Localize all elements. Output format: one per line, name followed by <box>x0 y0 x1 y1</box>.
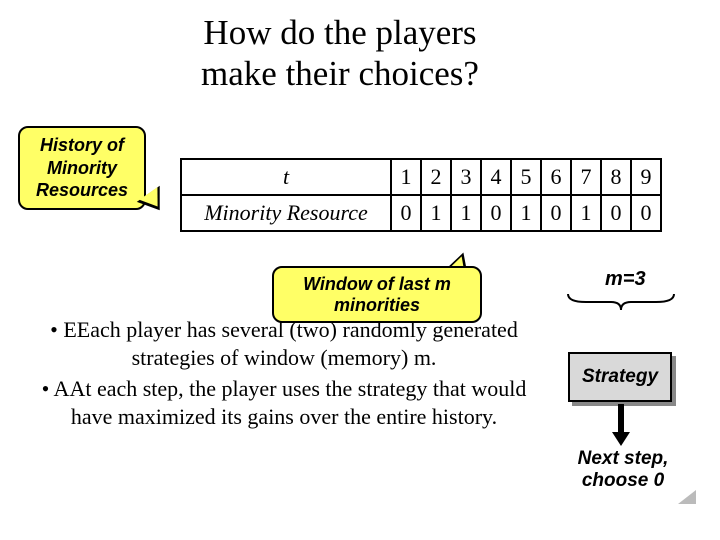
bullet-block: • EEach player has several (two) randoml… <box>34 316 534 434</box>
m-label: m=3 <box>605 268 646 291</box>
cell: 8 <box>601 159 631 195</box>
cell: 2 <box>421 159 451 195</box>
cell: 0 <box>541 195 571 231</box>
cell: 3 <box>451 159 481 195</box>
callout-history: History of Minority Resources <box>18 126 146 210</box>
cell: 1 <box>511 195 541 231</box>
strategy-box: Strategy <box>568 352 672 402</box>
row-label: t <box>181 159 391 195</box>
bullet-2: • AAt each step, the player uses the str… <box>34 375 534 430</box>
strategy-label: Strategy <box>582 366 658 388</box>
slide-title: How do the players make their choices? <box>195 12 485 95</box>
cell: 1 <box>391 159 421 195</box>
cell: 1 <box>451 195 481 231</box>
bullet-1: • EEach player has several (two) randoml… <box>34 316 534 371</box>
page-curl-icon <box>678 490 696 504</box>
row-label: Minority Resource <box>181 195 391 231</box>
cell: 1 <box>421 195 451 231</box>
cell: 6 <box>541 159 571 195</box>
cell: 0 <box>631 195 661 231</box>
cell: 7 <box>571 159 601 195</box>
cell: 1 <box>571 195 601 231</box>
callout-window: Window of last m minorities <box>272 266 482 323</box>
cell: 0 <box>601 195 631 231</box>
next-step-label: Next step, choose 0 <box>548 448 698 492</box>
cell: 4 <box>481 159 511 195</box>
table-row: Minority Resource011010100 <box>181 195 661 231</box>
cell: 0 <box>481 195 511 231</box>
table-row: t123456789 <box>181 159 661 195</box>
brace-m3 <box>566 292 676 312</box>
cell: 9 <box>631 159 661 195</box>
cell: 0 <box>391 195 421 231</box>
cell: 5 <box>511 159 541 195</box>
history-table: t123456789Minority Resource011010100 <box>180 158 662 232</box>
